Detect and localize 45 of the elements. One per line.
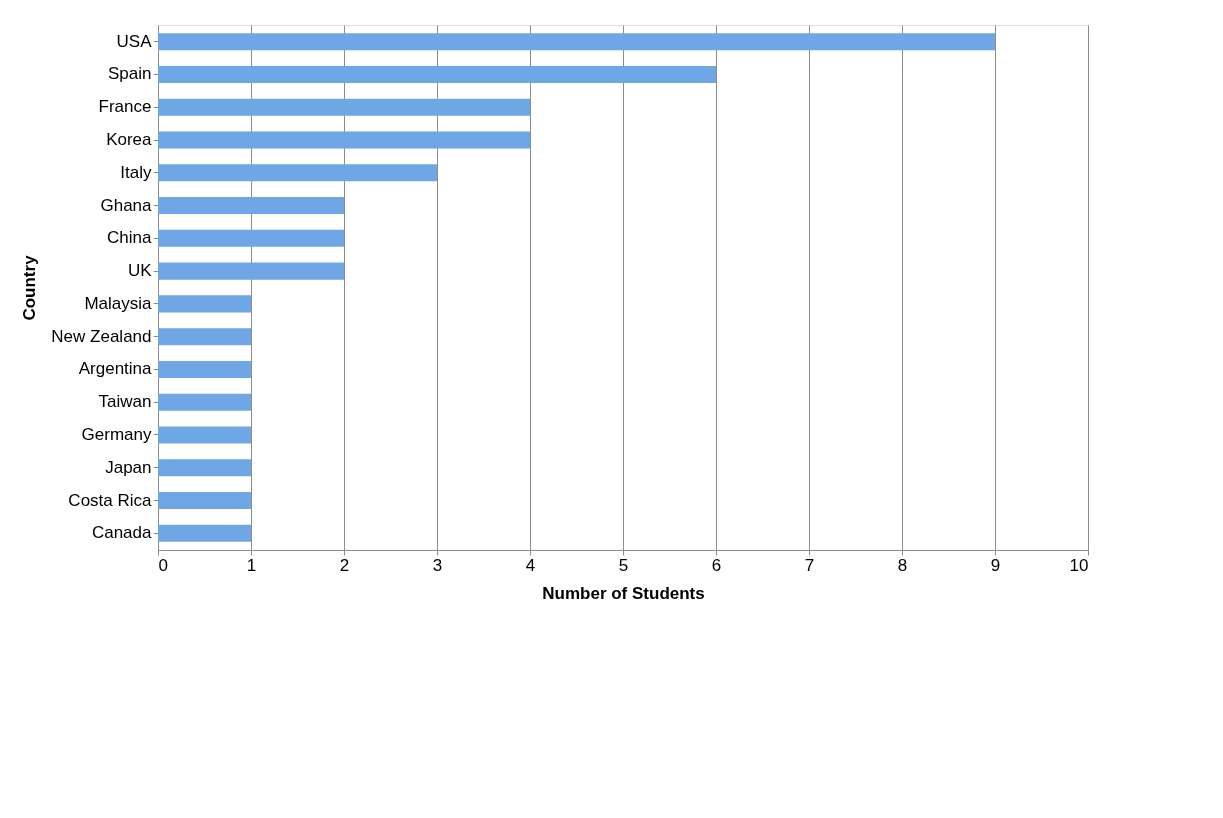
y-tick-label: New Zealand: [51, 326, 152, 346]
x-tick-label: 7: [804, 555, 815, 575]
bar: [158, 262, 344, 280]
x-tick-label: 2: [339, 555, 350, 575]
bar: [158, 360, 251, 378]
y-tick-label: Korea: [106, 130, 153, 150]
bar: [158, 295, 251, 313]
x-tick-label: 5: [618, 555, 629, 575]
y-tick-label: Ghana: [100, 195, 153, 215]
y-tick-label: Argentina: [78, 359, 153, 379]
bar: [158, 65, 716, 84]
x-tick-label: 9: [990, 555, 1001, 575]
y-tick-label: UK: [127, 261, 153, 281]
bar: [158, 491, 251, 510]
bar: [158, 33, 995, 51]
x-tick-label: 8: [897, 555, 908, 575]
y-tick-label: Italy: [120, 162, 152, 182]
bar: [158, 524, 251, 542]
bar: [158, 197, 344, 215]
y-axis-title: Country: [20, 254, 40, 321]
y-tick-label: China: [107, 228, 153, 248]
bar: [158, 229, 344, 247]
y-tick-label: Malaysia: [84, 293, 153, 313]
y-tick-label: Taiwan: [98, 392, 152, 412]
bar: [158, 164, 437, 182]
y-tick-label: Japan: [105, 457, 152, 477]
y-tick-label: USA: [116, 31, 153, 51]
x-tick-label: 4: [525, 555, 536, 575]
x-tick-label: 3: [432, 555, 443, 575]
y-tick-label: Canada: [91, 523, 153, 543]
y-tick-label: Costa Rica: [68, 490, 153, 510]
bar: [158, 131, 530, 149]
x-axis-title: Number of Students: [542, 583, 705, 603]
bar: [158, 459, 251, 477]
x-tick-label: 0: [158, 555, 168, 575]
y-tick-label: France: [98, 97, 152, 117]
bar: [158, 328, 251, 346]
bar: [158, 393, 251, 411]
x-tick-label: 1: [246, 555, 257, 575]
x-tick-label: 6: [711, 555, 722, 575]
bar: [158, 426, 251, 444]
bar: [158, 98, 530, 116]
y-tick-label: Germany: [81, 424, 152, 444]
y-tick-label: Spain: [108, 64, 152, 84]
x-tick-label: 10: [1069, 555, 1089, 575]
